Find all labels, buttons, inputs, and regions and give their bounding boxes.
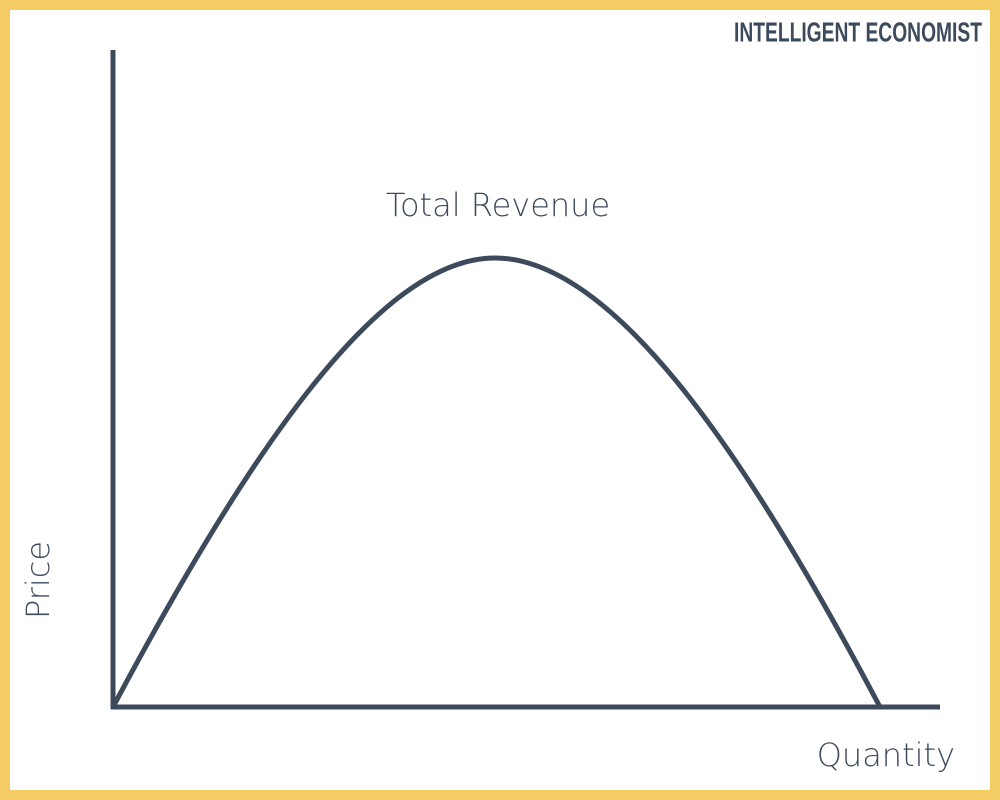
curve-label: Total Revenue (386, 186, 610, 224)
y-axis-label: Price (19, 541, 57, 619)
total-revenue-curve (110, 255, 883, 709)
x-axis-label: Quantity (817, 736, 955, 774)
brand: INTELLIGENT ECONOMIST (734, 16, 982, 47)
